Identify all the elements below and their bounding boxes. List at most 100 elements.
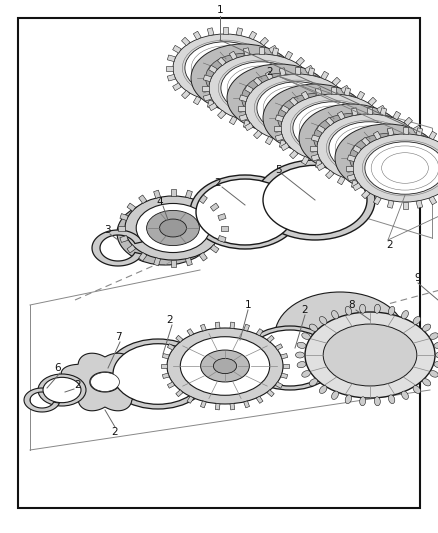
- Polygon shape: [267, 335, 274, 342]
- Polygon shape: [377, 143, 385, 151]
- Polygon shape: [344, 88, 351, 96]
- Ellipse shape: [213, 358, 237, 374]
- Ellipse shape: [91, 373, 120, 392]
- Ellipse shape: [278, 93, 353, 142]
- Polygon shape: [368, 150, 377, 159]
- Polygon shape: [230, 403, 235, 410]
- Polygon shape: [215, 322, 220, 328]
- Text: 2: 2: [75, 380, 81, 390]
- Text: 8: 8: [349, 300, 355, 310]
- Polygon shape: [274, 125, 281, 131]
- Polygon shape: [325, 170, 334, 179]
- Polygon shape: [210, 245, 219, 253]
- Polygon shape: [311, 75, 318, 82]
- Polygon shape: [162, 353, 169, 359]
- Polygon shape: [244, 120, 250, 128]
- Ellipse shape: [173, 34, 277, 102]
- Polygon shape: [239, 115, 247, 121]
- Text: 2: 2: [387, 240, 393, 250]
- Polygon shape: [315, 160, 322, 168]
- Polygon shape: [361, 137, 370, 146]
- Ellipse shape: [167, 328, 283, 404]
- Polygon shape: [373, 131, 381, 140]
- Polygon shape: [249, 96, 257, 105]
- Ellipse shape: [314, 114, 389, 163]
- Ellipse shape: [350, 134, 424, 182]
- Polygon shape: [308, 68, 314, 76]
- Polygon shape: [203, 94, 212, 101]
- Polygon shape: [310, 146, 317, 150]
- Text: 9: 9: [415, 273, 421, 283]
- Ellipse shape: [281, 94, 385, 162]
- Ellipse shape: [402, 391, 409, 399]
- Polygon shape: [173, 45, 181, 53]
- Ellipse shape: [332, 311, 339, 319]
- Ellipse shape: [434, 342, 438, 349]
- Polygon shape: [393, 111, 401, 120]
- Polygon shape: [353, 183, 361, 191]
- Ellipse shape: [323, 324, 417, 386]
- Polygon shape: [279, 68, 286, 76]
- Polygon shape: [305, 103, 313, 111]
- Polygon shape: [413, 163, 421, 171]
- Polygon shape: [285, 116, 293, 125]
- Polygon shape: [344, 160, 351, 168]
- Polygon shape: [244, 48, 250, 56]
- Polygon shape: [254, 130, 262, 139]
- Ellipse shape: [434, 361, 438, 368]
- Polygon shape: [203, 75, 212, 82]
- Ellipse shape: [117, 201, 213, 265]
- Polygon shape: [181, 37, 190, 46]
- Ellipse shape: [297, 342, 306, 349]
- Ellipse shape: [113, 344, 203, 405]
- Ellipse shape: [255, 160, 375, 240]
- Polygon shape: [256, 396, 263, 403]
- Polygon shape: [272, 120, 279, 128]
- Polygon shape: [315, 88, 322, 96]
- Text: 5: 5: [275, 165, 281, 175]
- Polygon shape: [301, 156, 309, 165]
- Ellipse shape: [242, 326, 338, 390]
- Polygon shape: [281, 106, 289, 113]
- Ellipse shape: [302, 333, 311, 340]
- Ellipse shape: [423, 324, 431, 331]
- Polygon shape: [283, 364, 289, 368]
- Ellipse shape: [191, 44, 295, 112]
- Polygon shape: [419, 135, 427, 142]
- Polygon shape: [346, 95, 355, 102]
- Polygon shape: [176, 390, 183, 397]
- Polygon shape: [331, 87, 336, 94]
- Ellipse shape: [299, 104, 403, 172]
- Polygon shape: [347, 155, 355, 161]
- Polygon shape: [267, 390, 274, 397]
- Polygon shape: [170, 189, 176, 196]
- Ellipse shape: [430, 370, 438, 377]
- Ellipse shape: [365, 142, 438, 194]
- Polygon shape: [269, 83, 277, 91]
- Polygon shape: [429, 196, 437, 205]
- Polygon shape: [127, 245, 136, 253]
- Polygon shape: [258, 47, 264, 54]
- Polygon shape: [244, 324, 250, 331]
- Polygon shape: [290, 97, 298, 106]
- Polygon shape: [207, 100, 214, 108]
- Polygon shape: [275, 75, 283, 81]
- Ellipse shape: [319, 317, 327, 325]
- Polygon shape: [276, 115, 283, 122]
- Polygon shape: [167, 344, 175, 350]
- Polygon shape: [239, 95, 247, 102]
- Text: 4: 4: [157, 197, 163, 207]
- Ellipse shape: [374, 304, 380, 313]
- Polygon shape: [321, 136, 328, 145]
- Polygon shape: [218, 236, 226, 243]
- Polygon shape: [193, 96, 201, 105]
- Polygon shape: [170, 260, 176, 267]
- Ellipse shape: [147, 211, 199, 246]
- Polygon shape: [230, 51, 237, 60]
- Polygon shape: [218, 214, 226, 221]
- Polygon shape: [276, 134, 283, 141]
- Ellipse shape: [345, 395, 352, 403]
- Ellipse shape: [209, 54, 313, 122]
- Polygon shape: [325, 117, 334, 126]
- Ellipse shape: [309, 379, 318, 386]
